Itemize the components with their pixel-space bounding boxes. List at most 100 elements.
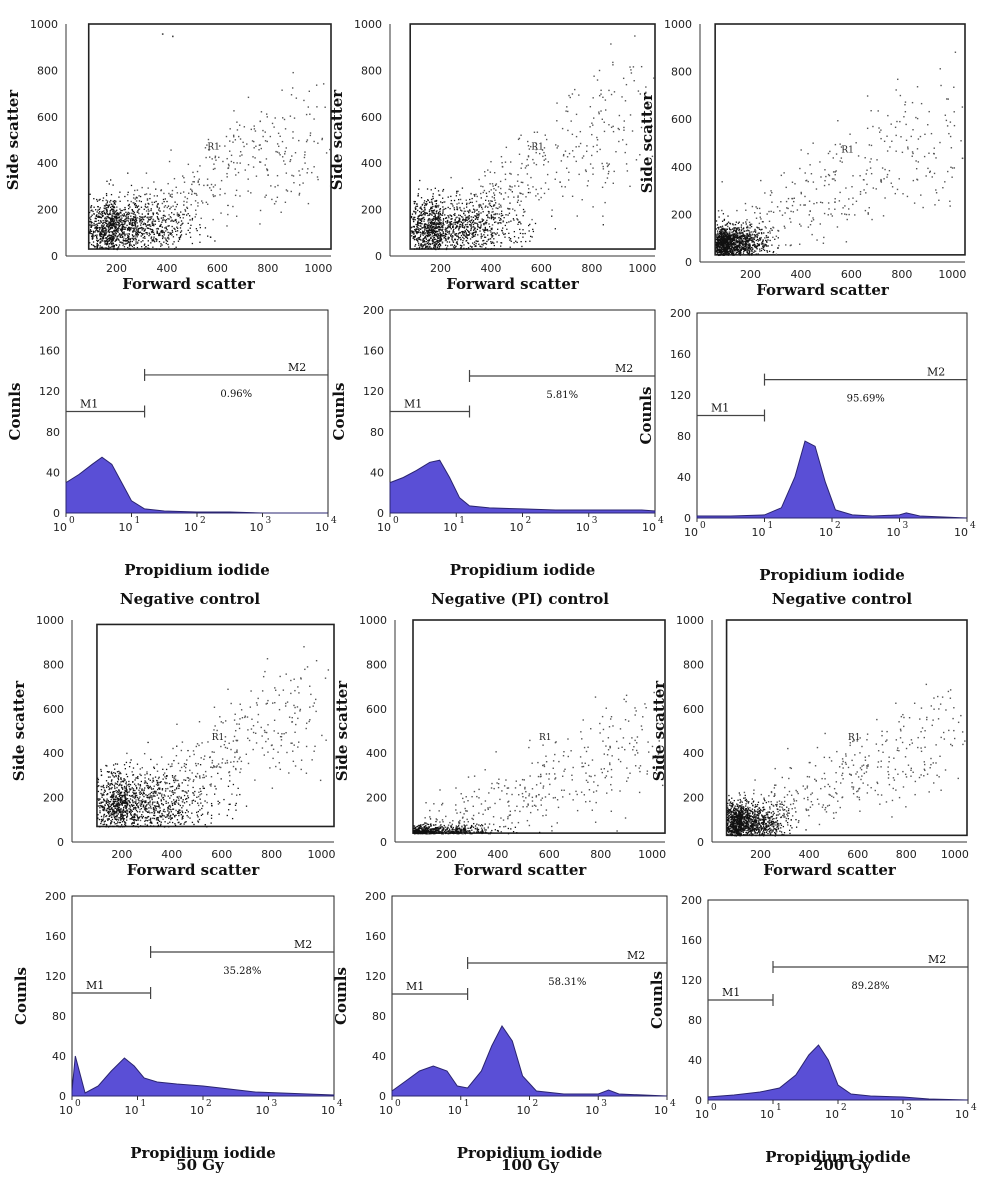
- scatter-dot: [99, 213, 102, 215]
- scatter-dot: [464, 219, 466, 221]
- scatter-dot: [107, 227, 110, 229]
- scatter-dot: [445, 233, 447, 235]
- scatter-dot: [96, 230, 99, 232]
- scatter-dot: [139, 804, 141, 806]
- scatter-dot: [622, 77, 625, 80]
- scatter-dot: [485, 214, 488, 217]
- scatter-dot: [510, 173, 512, 175]
- scatter-dot: [144, 228, 146, 230]
- scatter-dot: [158, 234, 160, 237]
- scatter-dot: [760, 232, 763, 234]
- scatter-dot: [740, 249, 743, 251]
- scatter-dot: [812, 219, 815, 221]
- scatter-dot: [816, 202, 818, 204]
- scatter-dot: [170, 206, 172, 208]
- scatter-dot: [480, 205, 482, 207]
- scatter-dot: [452, 246, 455, 248]
- scatter-dot: [891, 140, 893, 142]
- scatter-dot: [889, 146, 891, 148]
- scatter-dot: [162, 236, 164, 238]
- scatter-dot: [454, 223, 456, 226]
- scatter-dot: [486, 195, 488, 198]
- scatter-dot: [144, 205, 146, 207]
- scatter-dot: [732, 233, 735, 235]
- scatter-dot: [761, 221, 764, 223]
- scatter-dot: [99, 216, 101, 219]
- scatter-dot: [109, 217, 111, 220]
- scatter-dot: [90, 210, 92, 212]
- scatter-dot: [131, 212, 133, 214]
- scatter-dot: [108, 235, 110, 237]
- scatter-dot: [513, 219, 515, 221]
- scatter-dot: [434, 216, 437, 218]
- scatter-dot: [156, 206, 158, 208]
- scatter-dot: [120, 209, 122, 212]
- scatter-dot: [422, 240, 425, 243]
- scatter-dot: [317, 142, 319, 144]
- scatter-dot: [92, 231, 95, 234]
- scatter-dot: [491, 241, 494, 243]
- scatter-dot: [106, 223, 109, 226]
- scatter-dot: [135, 239, 137, 241]
- scatter-dot: [493, 244, 495, 247]
- scatter-dot: [761, 247, 763, 250]
- scatter-dot: [109, 223, 112, 225]
- scatter-dot: [105, 220, 108, 222]
- scatter-dot: [472, 223, 475, 226]
- scatter-dot: [264, 131, 266, 133]
- scatter-dot: [96, 214, 98, 216]
- scatter-dot: [136, 206, 138, 209]
- scatter-dot: [123, 214, 126, 216]
- scatter-dot: [510, 189, 512, 191]
- scatter-dot: [104, 820, 106, 822]
- scatter-dot: [602, 96, 604, 99]
- scatter-dot: [722, 242, 724, 244]
- scatter-dot: [727, 244, 729, 246]
- scatter-dot: [422, 239, 425, 241]
- scatter-dot: [142, 227, 144, 229]
- scatter-dot: [745, 246, 748, 248]
- scatter-dot: [724, 245, 726, 247]
- scatter-dot: [472, 233, 474, 235]
- scatter-dot: [756, 207, 759, 210]
- scatter-dot: [479, 203, 481, 206]
- scatter-dot: [880, 137, 882, 140]
- scatter-dot: [839, 191, 841, 194]
- scatter-dot: [122, 225, 125, 228]
- scatter-dot: [731, 233, 733, 235]
- scatter-dot: [136, 242, 139, 244]
- scatter-dot: [472, 235, 475, 237]
- scatter-dot: [479, 226, 481, 229]
- scatter-dot: [540, 196, 542, 199]
- scatter-dot: [165, 242, 167, 245]
- x-tick-label: 800: [891, 268, 912, 281]
- scatter-dot: [235, 215, 238, 217]
- scatter-dot: [133, 212, 136, 214]
- scatter-dot: [150, 208, 152, 210]
- scatter-dot: [953, 111, 955, 113]
- scatter-dot: [486, 240, 488, 243]
- scatter-dot: [629, 66, 631, 68]
- scatter-dot: [749, 243, 751, 246]
- scatter-dot: [715, 228, 717, 230]
- scatter-dot: [170, 216, 172, 219]
- scatter-dot: [753, 230, 756, 232]
- scatter-dot: [172, 243, 174, 245]
- scatter-dot: [741, 236, 743, 238]
- scatter-dot: [132, 197, 135, 199]
- scatter-dot: [112, 204, 114, 206]
- scatter-dot: [518, 221, 520, 223]
- scatter-dot: [108, 205, 110, 207]
- scatter-dot: [123, 237, 125, 239]
- scatter-dot: [449, 226, 451, 229]
- scatter-dot: [498, 213, 501, 215]
- scatter-dot: [210, 183, 213, 186]
- scatter-dot: [451, 237, 453, 239]
- scatter-dot: [852, 197, 854, 199]
- scatter-dot: [455, 234, 457, 236]
- scatter-dot: [442, 219, 445, 221]
- scatter-dot: [148, 224, 150, 226]
- scatter-dot: [142, 216, 144, 218]
- scatter-dot: [492, 205, 495, 207]
- scatter-dot: [474, 233, 477, 236]
